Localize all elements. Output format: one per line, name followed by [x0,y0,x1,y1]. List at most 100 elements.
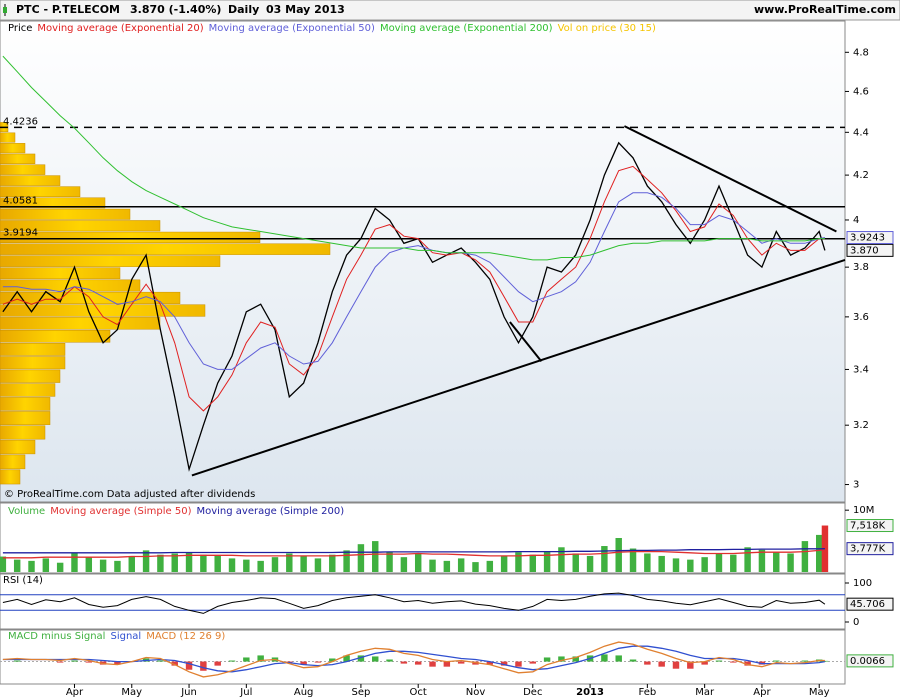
volume-profile-bar [0,197,106,209]
bar [0,556,7,572]
series-line [2,641,825,678]
bar [615,538,622,572]
series-line [2,192,825,370]
legend: Price Moving average (Exponential 20) Movi… [8,23,656,34]
bar [687,661,694,669]
bar [572,553,579,572]
bar [672,661,680,669]
y-tick-label: 3.8 [853,262,869,273]
x-tick-label: Feb [638,687,656,698]
bar [85,557,93,572]
x-tick-label: May [121,687,142,698]
last-value-box [846,654,894,668]
volume-profile-bar [0,454,26,470]
symbol: PTC - P.TELECOM [16,3,120,16]
bar [644,661,651,665]
x-tick-label: Dec [523,687,542,698]
header-bar [0,0,900,21]
bar [71,553,78,572]
bar [300,555,307,572]
bar [386,552,393,572]
y-tick-label: 4.2 [853,170,869,181]
date: 03 May 2013 [266,3,345,16]
y-tick-label: 4.8 [853,47,869,58]
x-tick-label: 2013 [576,687,604,698]
bar [687,559,694,572]
volume-profile-bar [0,164,46,175]
volume-profile-bar [0,343,66,356]
bar [758,549,766,572]
bar [500,661,508,666]
volume-profile-bar [0,231,261,244]
bar [357,544,365,572]
bar [314,558,322,572]
bar [171,553,178,572]
series-line [2,548,825,554]
legend-entry: Vol on price (30 15) [558,23,656,34]
bar [214,661,221,666]
volume-profile-bar [0,317,161,330]
x-tick-label: Sep [351,687,370,698]
legend-entry: MACD minus Signal [8,631,105,642]
horizontal-line-label: 4.0581 [3,196,38,207]
bar [815,534,823,572]
bar [329,554,336,572]
bar [114,661,121,665]
volume-profile-bar [0,439,36,455]
bar [200,554,207,572]
bar [773,552,780,572]
volume-profile-bar [0,329,111,343]
bar [715,660,723,662]
bar [372,541,379,572]
bar [472,562,479,572]
bar [99,559,107,572]
volume-profile-bar [0,186,81,198]
symbol-icon [3,4,7,16]
bar [13,559,21,572]
bar [457,558,465,572]
bar [543,550,551,572]
bar [658,661,665,667]
bar [271,557,279,572]
bar [658,555,665,572]
bar [572,656,579,662]
last-value-box [846,597,894,611]
bar [414,553,422,572]
bar [629,548,637,572]
volume-profile-bar [0,132,16,143]
volume-profile-bar [0,143,26,154]
volume-profile-bar [0,383,56,397]
last-value-label: 0.0066 [850,656,885,667]
y-tick-label: 3.4 [853,364,869,375]
last-value-label: 45.706 [850,599,885,610]
legend-entry: Volume [8,506,45,517]
x-tick-label: Nov [466,687,486,698]
bar [529,661,537,664]
x-tick-label: Mar [695,687,715,698]
site: www.ProRealTime.com [754,3,896,16]
series-line [2,165,825,412]
bar [429,559,436,572]
bar [386,659,393,662]
bar [114,560,121,572]
annotation: © ProRealTime.com Data adjusted after di… [4,489,255,500]
bar [515,552,522,572]
bar [71,660,78,662]
legend-entry: Moving average (Simple 200) [196,506,344,517]
bar [128,555,135,572]
bar [343,550,350,572]
bar [500,555,508,572]
bar [329,658,336,662]
bar [429,661,436,667]
bar [85,661,93,663]
volume-profile-bar [0,369,61,383]
legend-entry: Price [8,23,32,34]
volume-profile-bar [0,469,21,485]
bar [730,554,737,572]
bar [529,554,537,572]
bar [586,555,594,572]
bar [185,552,193,572]
last-value-label: 3.870 [850,245,879,256]
bar [157,660,164,662]
